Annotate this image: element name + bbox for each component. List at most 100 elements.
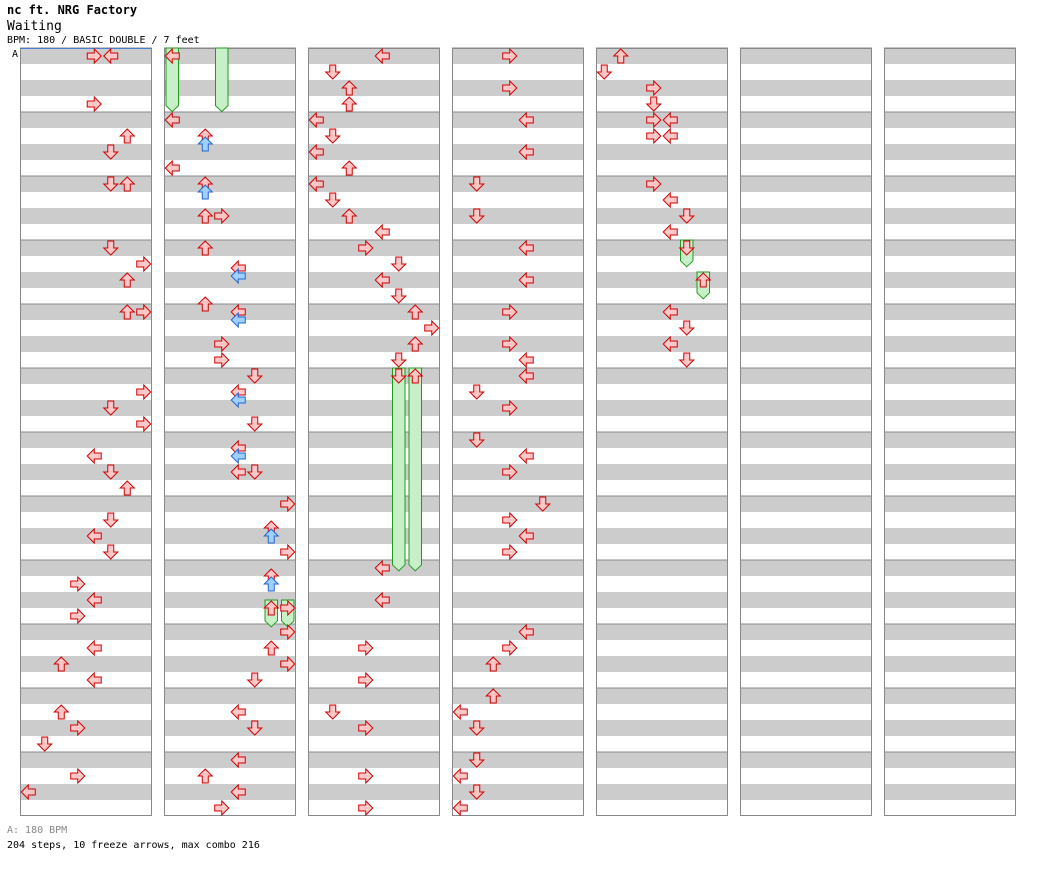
beat-band	[308, 336, 440, 352]
beat-band	[452, 368, 584, 384]
beat-band	[164, 240, 296, 256]
step-arrow-right	[358, 671, 374, 689]
beat-band	[884, 656, 1016, 672]
step-arrow-up	[263, 640, 280, 656]
beat-band	[452, 112, 584, 128]
step-arrow-right	[502, 47, 518, 65]
beat-band	[308, 720, 440, 736]
step-arrow-up	[197, 208, 214, 224]
step-arrow-up	[485, 656, 502, 672]
beat-band	[452, 272, 584, 288]
step-arrow-left	[164, 159, 180, 177]
step-arrow-down	[102, 544, 119, 560]
step-arrow-left	[308, 175, 324, 193]
step-arrow-left	[518, 623, 534, 641]
beat-band	[308, 560, 440, 576]
freeze-arrow	[215, 47, 229, 113]
beat-band	[884, 752, 1016, 768]
step-arrow-down	[36, 736, 53, 752]
beat-band	[308, 80, 440, 96]
step-arrow-right	[358, 719, 374, 737]
beat-band	[452, 496, 584, 512]
beat-band	[308, 176, 440, 192]
beat-band	[740, 272, 872, 288]
step-arrow-left	[518, 527, 534, 545]
step-arrow-down	[645, 96, 662, 112]
beat-band	[164, 592, 296, 608]
step-arrow-left	[662, 303, 678, 321]
beat-band	[596, 784, 728, 800]
beat-band	[884, 464, 1016, 480]
step-arrow-up	[407, 336, 424, 352]
beat-band	[308, 400, 440, 416]
beat-band	[308, 48, 440, 64]
beat-band	[452, 528, 584, 544]
step-arrow-left	[518, 111, 534, 129]
step-arrow-left	[86, 639, 102, 657]
beat-band	[20, 528, 152, 544]
beat-band	[164, 144, 296, 160]
step-arrow-down	[390, 368, 407, 384]
beat-band	[596, 48, 728, 64]
bpm-marker: A	[12, 49, 18, 60]
beat-band	[164, 80, 296, 96]
beat-band	[20, 496, 152, 512]
beat-band	[596, 624, 728, 640]
beat-band	[452, 752, 584, 768]
beat-band	[164, 560, 296, 576]
beat-band	[740, 304, 872, 320]
beat-band	[596, 656, 728, 672]
beat-band	[164, 112, 296, 128]
beat-band	[308, 368, 440, 384]
column-border	[596, 48, 728, 816]
chart-column	[596, 47, 728, 816]
beat-band	[164, 368, 296, 384]
beat-band	[884, 272, 1016, 288]
beat-band	[596, 272, 728, 288]
step-arrow-up	[341, 208, 358, 224]
beat-band	[452, 208, 584, 224]
beat-band	[740, 592, 872, 608]
beat-band	[596, 240, 728, 256]
chart-column	[884, 47, 1016, 816]
beat-band	[884, 528, 1016, 544]
beat-band	[20, 176, 152, 192]
step-arrow-left	[86, 527, 102, 545]
step-arrow-left	[230, 751, 246, 769]
beat-band	[164, 464, 296, 480]
beat-band	[740, 336, 872, 352]
beat-band	[20, 272, 152, 288]
beat-band	[308, 464, 440, 480]
step-arrow-right	[280, 599, 296, 617]
step-arrow-up	[263, 600, 280, 616]
step-arrow-right	[280, 543, 296, 561]
beat-band	[596, 464, 728, 480]
step-arrow-left	[230, 311, 246, 329]
step-arrow-left	[86, 447, 102, 465]
step-arrow-down	[246, 720, 263, 736]
beat-band	[884, 560, 1016, 576]
step-arrow-left	[374, 223, 390, 241]
beat-band	[308, 784, 440, 800]
step-arrow-up	[197, 136, 214, 152]
step-arrow-up	[263, 528, 280, 544]
beat-band	[740, 144, 872, 160]
beat-band	[452, 720, 584, 736]
beat-band	[740, 752, 872, 768]
step-arrow-down	[390, 256, 407, 272]
column-border	[884, 48, 1016, 816]
step-arrow-left	[230, 391, 246, 409]
step-arrow-left	[452, 767, 468, 785]
step-arrow-right	[136, 255, 152, 273]
step-arrow-down	[102, 400, 119, 416]
step-arrow-down	[246, 672, 263, 688]
step-arrow-down	[102, 512, 119, 528]
step-arrow-left	[662, 335, 678, 353]
step-arrow-right	[646, 127, 662, 145]
step-arrow-right	[502, 335, 518, 353]
beat-band	[20, 112, 152, 128]
step-arrow-up	[485, 688, 502, 704]
step-arrow-up	[53, 704, 70, 720]
beat-band	[740, 720, 872, 736]
beat-band	[308, 272, 440, 288]
